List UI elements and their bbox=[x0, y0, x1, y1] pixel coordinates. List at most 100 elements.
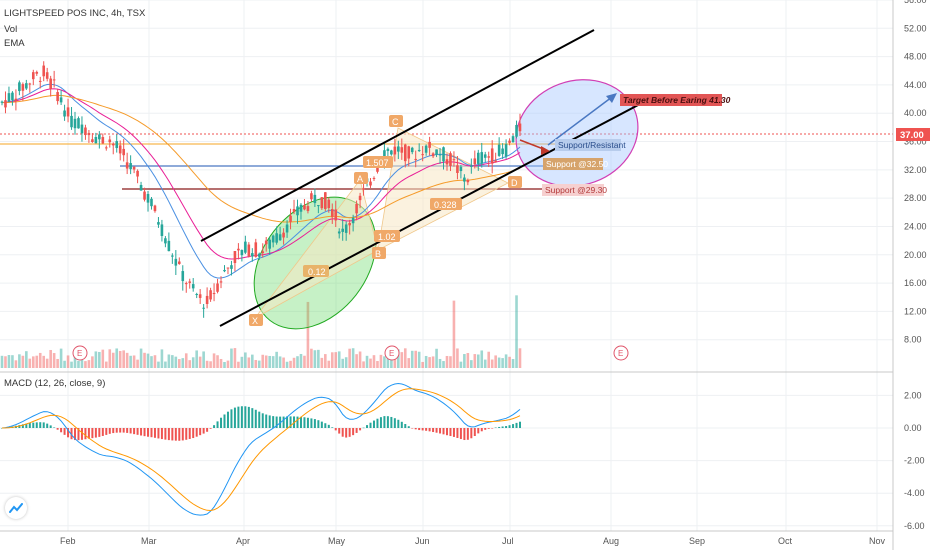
volume-bar bbox=[164, 361, 167, 368]
candle-body bbox=[344, 224, 348, 233]
volume-bar bbox=[240, 356, 244, 368]
price-tick-label: 56.00 bbox=[904, 0, 927, 5]
macd-label[interactable]: MACD (12, 26, close, 9) bbox=[4, 378, 106, 389]
volume-bar bbox=[386, 354, 390, 368]
volume-bar bbox=[376, 361, 379, 368]
volume-bars bbox=[0, 295, 522, 368]
time-axis[interactable]: Feb Mar Apr May Jun Jul Aug Sep Oct Nov bbox=[60, 536, 886, 546]
candle-body bbox=[216, 283, 219, 292]
macd-histogram-bar bbox=[359, 428, 362, 431]
volume-bar bbox=[150, 356, 153, 368]
macd-axis[interactable]: 2.00 0.00 -2.00 -4.00 -6.00 bbox=[904, 390, 925, 530]
volume-bar bbox=[470, 360, 473, 368]
point-d-label: D bbox=[511, 178, 518, 188]
candle-body bbox=[372, 177, 376, 179]
volume-bar bbox=[504, 354, 508, 368]
candle-body bbox=[278, 234, 282, 241]
candle-body bbox=[431, 153, 435, 157]
volume-bar bbox=[209, 361, 212, 368]
blue-ellipse bbox=[515, 79, 639, 187]
macd-histogram-bar bbox=[213, 425, 216, 428]
candle-body bbox=[403, 144, 407, 162]
volume-bar bbox=[198, 356, 202, 368]
time-tick-label: Mar bbox=[141, 536, 157, 546]
price-tick-label: 52.00 bbox=[904, 23, 927, 33]
macd-histogram-bar bbox=[84, 428, 87, 440]
candle-body bbox=[501, 148, 504, 155]
candle-body bbox=[400, 147, 404, 153]
candle-body bbox=[45, 72, 49, 79]
volume-bar bbox=[390, 353, 393, 368]
candle-body bbox=[393, 146, 397, 155]
macd-histogram-bar bbox=[258, 411, 261, 428]
macd-tick-label: -4.00 bbox=[904, 488, 925, 498]
ratio-label-4: 0.328 bbox=[434, 200, 457, 210]
candle-body bbox=[414, 158, 418, 160]
volume-bar bbox=[344, 357, 348, 368]
volume-bar bbox=[125, 352, 129, 368]
volume-bar bbox=[80, 359, 84, 368]
volume-bar bbox=[313, 350, 317, 368]
volume-bar bbox=[195, 350, 198, 368]
volume-bar bbox=[56, 358, 59, 368]
volume-bar bbox=[410, 350, 414, 368]
candle-body bbox=[237, 248, 240, 251]
candle-body bbox=[73, 118, 77, 129]
macd-histogram-bar bbox=[327, 424, 330, 428]
volume-bar bbox=[111, 352, 115, 368]
candle-body bbox=[153, 205, 157, 212]
macd-histogram-bar bbox=[192, 428, 195, 439]
volume-bar bbox=[257, 360, 261, 368]
candle-body bbox=[219, 281, 223, 283]
macd-histogram-bar bbox=[428, 428, 431, 432]
macd-histogram-bar bbox=[202, 428, 205, 434]
candle-body bbox=[247, 244, 251, 257]
volume-bar bbox=[139, 348, 143, 368]
volume-bar bbox=[414, 350, 418, 368]
volume-bar bbox=[438, 358, 442, 368]
macd-histogram-bar bbox=[223, 414, 226, 428]
candle-body bbox=[66, 107, 70, 117]
price-tick-label: 16.00 bbox=[904, 278, 927, 288]
candle-body bbox=[285, 224, 289, 233]
macd-histogram-bar bbox=[53, 427, 56, 428]
macd-histogram-bar bbox=[39, 422, 42, 428]
volume-bar bbox=[480, 350, 484, 368]
volume-bar bbox=[296, 356, 299, 368]
macd-histogram-bar bbox=[230, 409, 233, 428]
candle-body bbox=[139, 184, 143, 191]
vol-label[interactable]: Vol bbox=[4, 24, 18, 35]
candle-body bbox=[191, 284, 195, 289]
macd-histogram-bar bbox=[432, 428, 435, 433]
macd-histogram-bar bbox=[372, 420, 375, 428]
macd-histogram-bar bbox=[348, 428, 351, 437]
macd-histogram-bar bbox=[35, 422, 38, 428]
volume-bar bbox=[317, 349, 320, 368]
candle-body bbox=[417, 149, 421, 152]
earnings-markers[interactable]: E E E bbox=[72, 345, 629, 361]
candle-body bbox=[184, 283, 188, 285]
volume-bar bbox=[136, 359, 139, 368]
macd-histogram-bar bbox=[233, 407, 236, 428]
macd-histogram-bar bbox=[414, 428, 417, 430]
volume-bar bbox=[216, 355, 219, 368]
ema-label[interactable]: EMA bbox=[4, 38, 25, 49]
candle-body bbox=[473, 158, 477, 165]
macd-histogram-bar bbox=[459, 428, 462, 440]
macd-histogram-bar bbox=[108, 428, 111, 434]
volume-bar bbox=[251, 354, 254, 368]
candle-body bbox=[14, 98, 18, 101]
price-tick-label: 36.00 bbox=[904, 137, 927, 147]
macd-histogram-bar bbox=[185, 428, 188, 440]
candle-body bbox=[511, 136, 515, 143]
candle-body bbox=[87, 132, 91, 136]
tradingview-logo-icon[interactable] bbox=[5, 497, 27, 519]
candle-body bbox=[407, 146, 411, 159]
macd-histogram-bar bbox=[418, 428, 421, 431]
price-axis[interactable]: 8.00 12.00 16.00 20.00 24.00 28.00 32.00 36.00 4… bbox=[904, 0, 927, 345]
macd-histogram-bar bbox=[164, 428, 167, 440]
candle-body bbox=[376, 167, 379, 172]
symbol-title[interactable]: LIGHTSPEED POS INC, 4h, TSX bbox=[4, 8, 146, 19]
volume-bar bbox=[459, 361, 463, 368]
